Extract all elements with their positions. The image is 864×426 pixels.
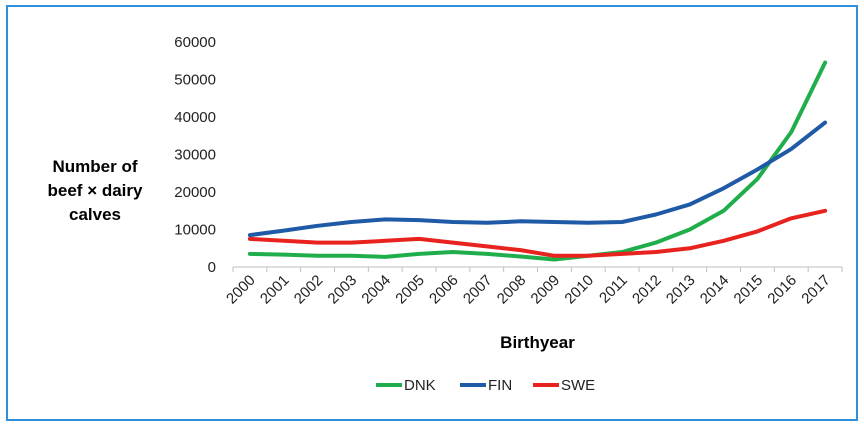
x-tick-label: 2006 <box>426 272 462 308</box>
series-line-swe <box>247 208 828 258</box>
x-tick-label: 2012 <box>629 272 665 308</box>
x-tick-label: 2003 <box>325 272 361 308</box>
y-tick-label: 40000 <box>174 109 216 126</box>
y-tick-label: 10000 <box>174 222 216 239</box>
x-tick-label: 2016 <box>764 272 800 308</box>
x-tick-label: 2008 <box>494 272 530 308</box>
legend: DNK FIN SWE <box>376 377 595 394</box>
x-tick-label: 2010 <box>561 272 597 308</box>
x-axis-title: Birthyear <box>500 333 575 352</box>
y-tick-label: 0 <box>208 259 216 276</box>
legend-label-dnk: DNK <box>404 377 436 394</box>
y-axis-title-line: beef × dairy <box>48 181 144 200</box>
y-axis-title-line: calves <box>69 205 121 224</box>
x-axis-ticks: 2000200120022003200420052006200720082009… <box>223 272 834 308</box>
x-tick-label: 2015 <box>731 272 767 308</box>
y-tick-label: 30000 <box>174 147 216 164</box>
x-tick-label: 2009 <box>528 272 564 308</box>
series-line-fin <box>247 120 828 238</box>
x-tick-label: 2007 <box>460 272 496 308</box>
y-tick-label: 20000 <box>174 184 216 201</box>
x-tick-label: 2014 <box>697 272 733 308</box>
x-axis <box>232 266 843 272</box>
legend-label-swe: SWE <box>561 377 595 394</box>
legend-label-fin: FIN <box>488 377 512 394</box>
x-tick-label: 2002 <box>291 272 327 308</box>
y-tick-label: 60000 <box>174 34 216 51</box>
x-tick-label: 2017 <box>798 272 834 308</box>
y-tick-label: 50000 <box>174 72 216 89</box>
series-lines <box>247 60 828 262</box>
x-tick-label: 2005 <box>392 272 428 308</box>
x-tick-label: 2013 <box>663 272 699 308</box>
y-axis-ticks: 0 10000 20000 30000 40000 50000 60000 <box>174 34 216 276</box>
y-axis-label: Number of beef × dairy calves <box>48 157 144 224</box>
x-tick-label: 2004 <box>358 272 394 308</box>
x-tick-label: 2000 <box>223 272 259 308</box>
series-line-dnk <box>247 60 828 262</box>
y-axis-title-line: Number of <box>53 157 138 176</box>
x-tick-label: 2001 <box>257 272 293 308</box>
x-tick-label: 2011 <box>596 272 631 307</box>
